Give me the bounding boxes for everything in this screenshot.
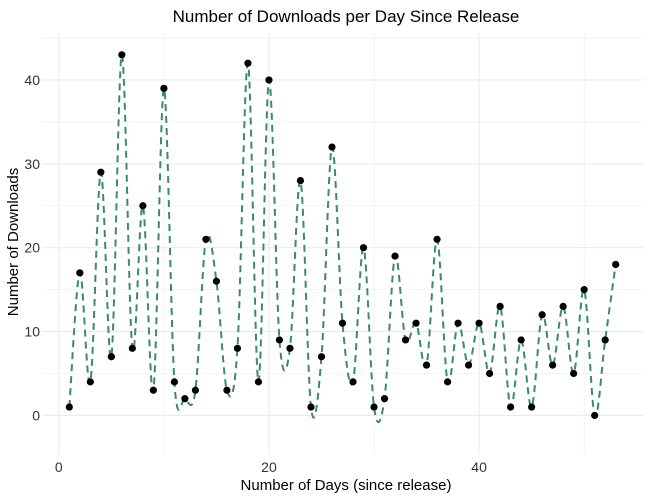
y-tick-label: 20 [24,240,40,256]
data-point [485,369,494,378]
data-point [338,319,347,327]
data-point [591,411,599,420]
data-point [317,353,326,361]
data-point [517,336,525,344]
data-point [391,252,399,260]
data-point [507,403,515,411]
data-point [496,302,504,310]
data-point [275,336,284,344]
data-point [359,244,368,252]
data-point [380,395,389,403]
data-point [118,51,126,59]
y-tick-label: 30 [24,156,40,172]
data-point [233,344,242,352]
data-point [107,353,115,361]
line-layer [68,53,617,424]
data-point [170,378,178,386]
data-point [286,344,294,352]
data-point [422,361,431,369]
data-point [76,269,84,277]
data-point [528,403,536,411]
x-tick-label: 40 [471,459,487,475]
data-point [601,336,609,344]
data-point [549,361,557,369]
data-point [86,378,94,386]
grid-layer [42,33,643,454]
y-axis-label: Number of Downloads [5,168,22,316]
data-point [559,302,567,310]
y-tick-label: 40 [24,72,40,88]
data-point [570,369,578,378]
data-point [454,319,462,327]
data-point [538,311,546,319]
series-line-smoothed [68,53,617,424]
data-point [212,277,221,285]
data-point [254,378,263,386]
data-point [401,336,410,344]
point-layer [65,51,620,420]
data-point [349,378,357,386]
data-point [328,143,336,151]
data-point [475,319,483,327]
data-point [97,168,105,176]
data-point [580,286,588,294]
data-point [149,386,157,394]
data-point [433,235,441,243]
data-point [265,76,273,84]
data-point [307,403,315,411]
x-tick-label: 20 [261,459,277,475]
data-point [191,386,200,394]
tick-layer: 0 20 40 0 10 20 30 40 [24,72,487,475]
data-point [181,395,189,403]
data-point [202,235,210,243]
data-point [612,260,620,269]
data-point [412,319,420,327]
chart-title: Number of Downloads per Day Since Releas… [173,7,520,26]
data-point [139,202,147,210]
data-point [370,403,378,411]
x-axis-label: Number of Days (since release) [241,477,452,494]
data-point [464,361,473,369]
data-point [128,344,136,352]
data-point [296,177,305,185]
y-tick-label: 0 [32,407,40,423]
data-point [244,59,252,67]
data-point [160,84,168,92]
y-tick-label: 10 [24,324,40,340]
data-point [223,386,231,394]
x-tick-label: 0 [55,459,63,475]
data-point [443,378,452,386]
data-point [65,403,73,411]
